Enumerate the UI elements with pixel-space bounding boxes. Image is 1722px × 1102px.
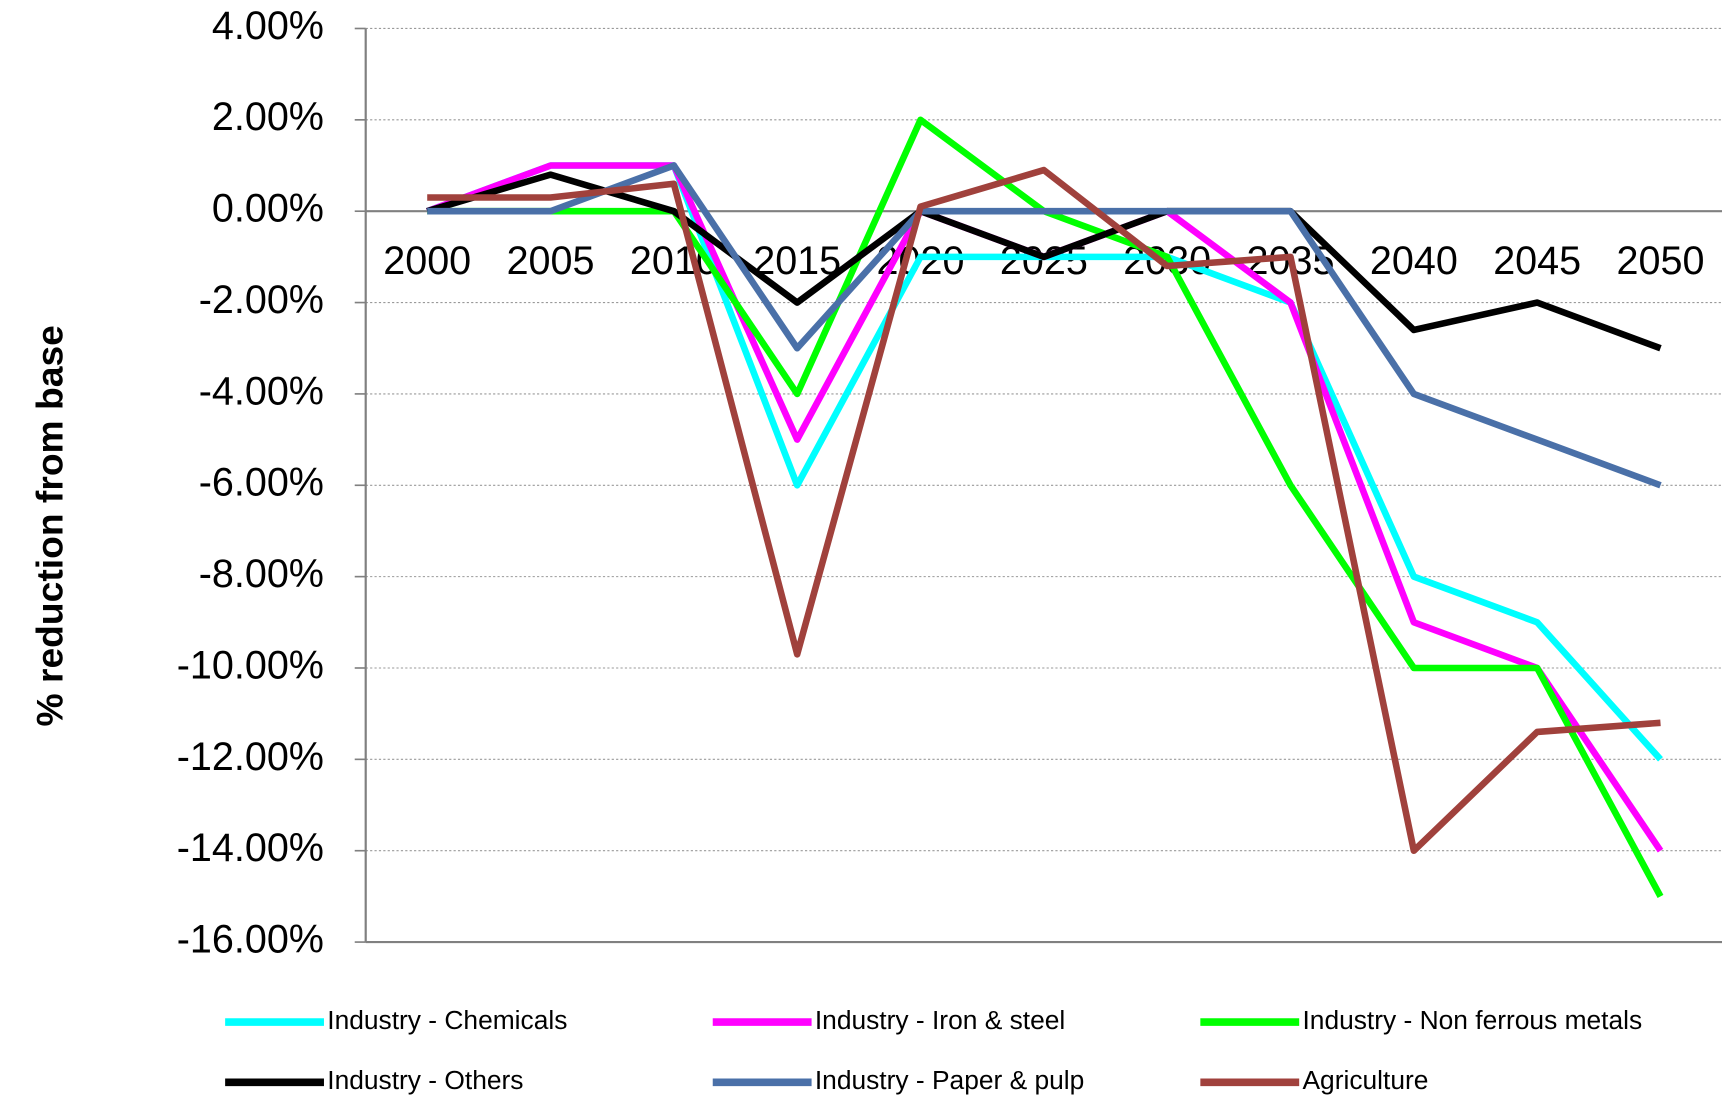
x-tick-label: 2045: [1493, 239, 1581, 283]
y-tick-label: -10.00%: [177, 643, 324, 687]
y-tick-label: 0.00%: [212, 187, 324, 231]
series-line: [426, 171, 1662, 352]
series-line: [427, 166, 1661, 854]
y-tick-label: -12.00%: [177, 735, 324, 779]
y-axis-label: % reduction from base: [29, 325, 71, 726]
legend-label: Industry - Paper & pulp: [815, 1065, 1084, 1095]
y-tick-label: -2.00%: [199, 278, 324, 322]
legend-label: Industry - Iron & steel: [815, 1005, 1065, 1035]
x-tick-label: 2015: [753, 239, 841, 283]
series-line: [427, 162, 1662, 489]
y-tick-label: -8.00%: [199, 552, 324, 596]
y-tick-label: -16.00%: [177, 918, 324, 962]
y-tick-label: -6.00%: [199, 461, 324, 505]
legend-label: Industry - Non ferrous metals: [1302, 1005, 1642, 1035]
y-tick-label: -14.00%: [177, 826, 324, 870]
x-tick-label: 2050: [1617, 239, 1705, 283]
series-line: [427, 116, 1664, 898]
legend-label: Industry - Chemicals: [327, 1005, 567, 1035]
y-tick-label: 4.00%: [212, 4, 324, 48]
legend-label: Agriculture: [1302, 1065, 1428, 1095]
legend-label: Industry - Others: [327, 1065, 523, 1095]
y-tick-label: -4.00%: [199, 369, 324, 413]
x-tick-label: 2000: [383, 239, 471, 283]
y-tick-label: 2.00%: [212, 95, 324, 139]
x-tick-label: 2005: [507, 239, 595, 283]
x-tick-label: 2040: [1370, 239, 1458, 283]
